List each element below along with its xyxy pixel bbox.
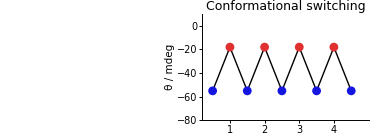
Y-axis label: θ / mdeg: θ / mdeg	[166, 44, 175, 90]
Point	[331, 46, 337, 48]
Title: Conformational switching: Conformational switching	[206, 0, 365, 13]
Point	[348, 90, 354, 92]
Point	[227, 46, 233, 48]
Point	[244, 90, 250, 92]
Point	[279, 90, 285, 92]
Point	[296, 46, 302, 48]
Point	[313, 90, 319, 92]
Point	[262, 46, 268, 48]
Point	[209, 90, 215, 92]
